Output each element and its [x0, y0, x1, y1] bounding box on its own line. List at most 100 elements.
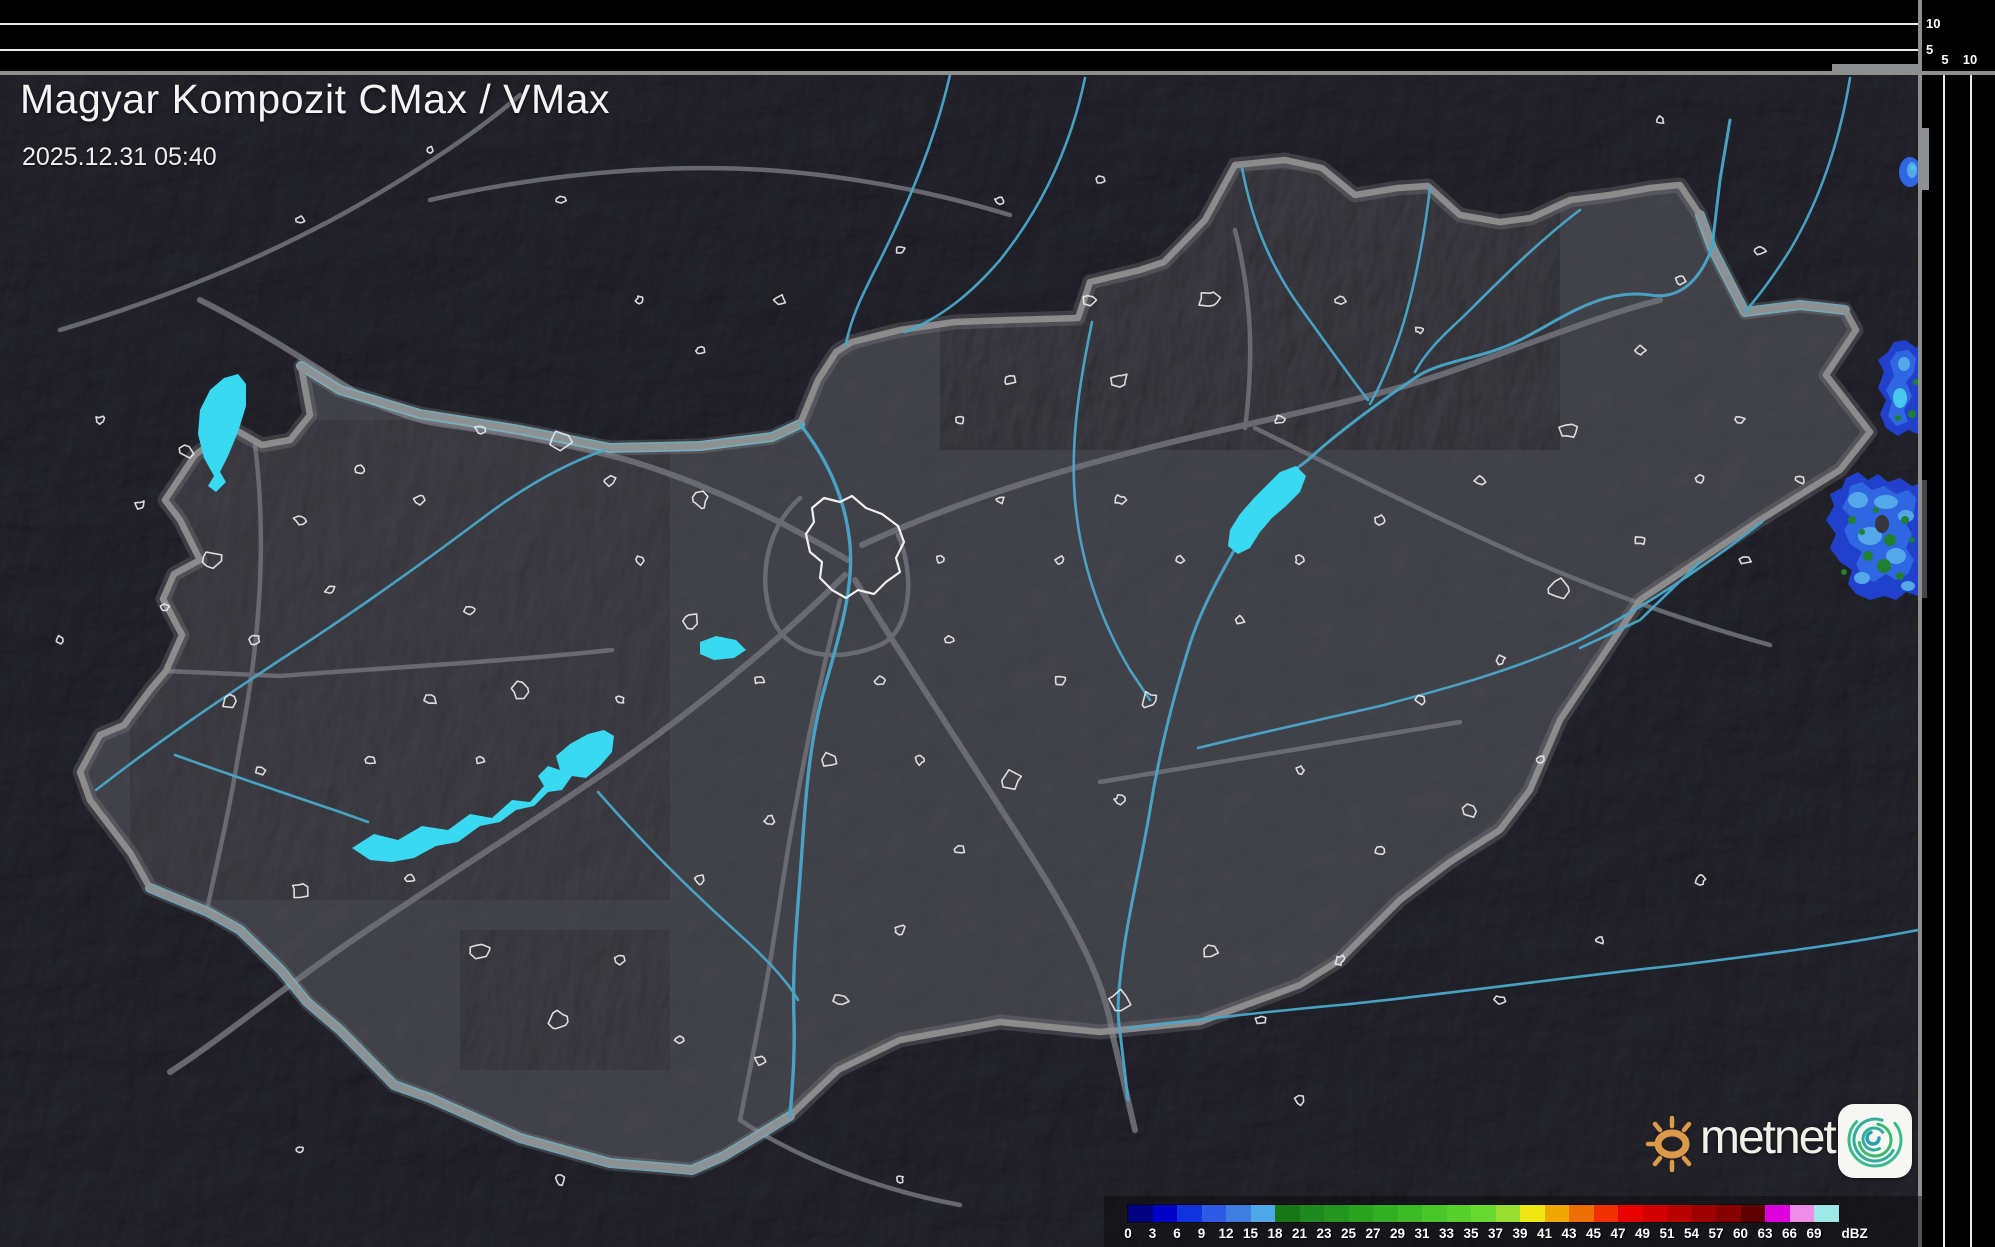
river-outside-n2 [903, 76, 1087, 334]
settlement-outline [895, 1175, 904, 1184]
river-sajo [1240, 166, 1370, 402]
ring-m0 [763, 495, 911, 658]
settlement-outline [1175, 554, 1186, 565]
colorbar-cell [1814, 1205, 1839, 1222]
top-panel-echo-projection [1832, 64, 1918, 71]
colorbar-cell [1471, 1205, 1496, 1222]
colorbar-cell [1593, 1205, 1618, 1222]
colorbar-cell [1397, 1205, 1422, 1222]
radar-echoes [1826, 157, 1918, 600]
colorbar-tick-label: 63 [1757, 1226, 1773, 1241]
river-maros [1126, 928, 1918, 1030]
settlement-outline [95, 415, 106, 426]
settlement-outline [935, 554, 945, 564]
river-sio [596, 790, 800, 1002]
settlement-outlines [55, 115, 1805, 1187]
colorbar-tick-label: 9 [1197, 1226, 1206, 1241]
colorbar-cells [1127, 1204, 1840, 1223]
colorbar-tick-label: 57 [1708, 1226, 1724, 1241]
right-panel-echo-projection-faint [1922, 480, 1927, 598]
settlement-outline [547, 1009, 569, 1030]
settlement-outline [953, 844, 966, 854]
settlement-outline [832, 994, 850, 1006]
colorbar-tick-label: 21 [1291, 1226, 1308, 1241]
vmax-right-projection-panel [1922, 75, 1995, 1247]
colorbar-tick-label: 25 [1340, 1226, 1357, 1241]
axis-corner-box: 10 5 5 10 [1922, 0, 1995, 71]
colorbar-tick-label: 18 [1267, 1226, 1283, 1241]
settlement-outline [895, 246, 906, 254]
river-zagyva [1072, 320, 1152, 702]
colorbar-cell [1667, 1205, 1692, 1222]
distance-axis-label-5: 5 [1941, 52, 1949, 67]
right-panel-echo-projection [1922, 128, 1929, 190]
river-danube [788, 422, 853, 1118]
river-koros-branch [1578, 560, 1702, 650]
settlement-outline [754, 675, 766, 685]
metnet-logo: metnet [1642, 1100, 1922, 1184]
settlement-outline [1473, 474, 1487, 486]
settlement-outline [1141, 690, 1158, 709]
settlement-outline [554, 1174, 566, 1187]
river-outside-ne [1743, 76, 1852, 314]
settlement-outline [510, 680, 530, 700]
settlement-outline [943, 634, 955, 644]
settlement-outline [1414, 694, 1426, 706]
motorway-m7 [167, 572, 848, 1075]
settlement-outline [614, 695, 625, 704]
panel-separator-horizontal [0, 71, 1995, 75]
settlement-outline [1334, 295, 1347, 306]
page-title: Magyar Kompozit CMax / VMax [20, 76, 610, 122]
lakes-layer [198, 374, 1306, 862]
transdanubia-hills-texture [130, 420, 670, 900]
settlement-outline [635, 555, 645, 567]
colorbar-cell [1642, 1205, 1667, 1222]
colorbar-tick-label: 54 [1683, 1226, 1700, 1241]
river-outside-n1 [844, 73, 952, 347]
settlement-outline [763, 814, 776, 826]
river-hernad [1368, 186, 1432, 406]
colorbar-tick-label: 15 [1242, 1226, 1259, 1241]
vmax-top-projection-panel [0, 0, 1918, 71]
settlement-outline [291, 882, 309, 899]
sun-icon [1645, 1115, 1692, 1173]
settlement-outline [772, 293, 787, 306]
colorbar-tick-label: 60 [1732, 1226, 1749, 1241]
motorway-m3 [859, 297, 1663, 548]
distance-axis-label-10: 10 [1962, 52, 1978, 67]
road-m44 [1097, 719, 1463, 785]
colorbar-cell [1446, 1205, 1471, 1222]
settlement-outline [894, 924, 906, 936]
height-axis-label-5: 5 [1926, 42, 1934, 57]
settlement-outline [1674, 275, 1687, 286]
logo-brand-text: metnet [1700, 1111, 1837, 1164]
settlement-outline [1495, 654, 1507, 666]
colorbar-cell [1618, 1205, 1643, 1222]
settlement-outline [364, 755, 377, 765]
swirl-icon [1847, 1112, 1903, 1168]
settlement-outline [1054, 675, 1067, 686]
echo-main-green-cells [1841, 507, 1915, 580]
river-raba [94, 448, 607, 792]
settlement-outline [248, 634, 261, 646]
settlement-outline [1294, 554, 1305, 566]
settlement-outline [323, 585, 336, 594]
colorbar-tick-label: 37 [1487, 1226, 1504, 1241]
settlement-outline [292, 515, 308, 526]
colorbar-cell [1716, 1205, 1741, 1222]
outside-country-shade [0, 73, 1918, 1247]
colorbar-cell [1348, 1205, 1373, 1222]
settlement-outline [753, 1055, 767, 1067]
echo-upper-core [1893, 388, 1907, 408]
distance-gridline-10km [1970, 75, 1972, 1247]
colorbar-cell [1691, 1205, 1716, 1222]
settlement-outline [821, 751, 838, 767]
settlement-outline [1293, 1094, 1305, 1107]
settlement-outline [1547, 577, 1570, 600]
settlement-outline [603, 474, 617, 488]
colorbar-tick-label: 43 [1561, 1226, 1577, 1241]
colorbar-tick-label: 51 [1659, 1226, 1675, 1241]
colorbar-cell [1569, 1205, 1594, 1222]
settlement-outline [1114, 493, 1128, 505]
echo-main-cores [1848, 492, 1915, 591]
